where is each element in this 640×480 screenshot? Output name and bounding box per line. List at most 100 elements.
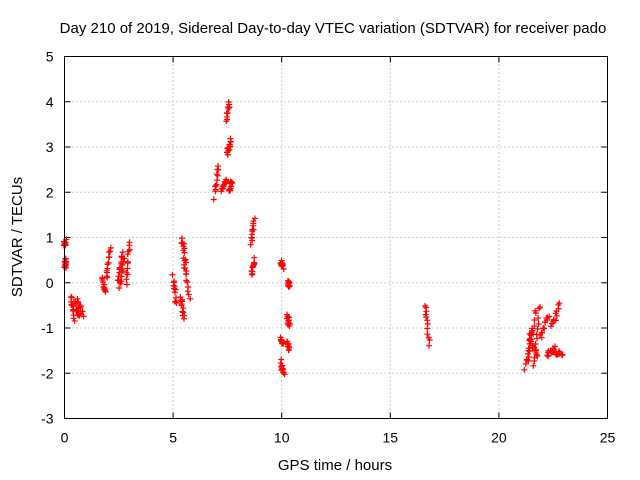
data-point [251,215,258,222]
data-point [525,353,532,360]
data-point [530,362,537,369]
data-point [104,261,111,268]
data-point [184,279,191,286]
data-point [121,255,128,262]
data-point [279,366,286,373]
data-point [102,288,109,295]
x-tick-label: 20 [491,430,507,446]
data-point [552,317,559,324]
data-point [424,331,431,338]
data-point [226,146,233,153]
data-point [226,186,233,193]
data-point [183,271,190,278]
y-tick-label: -1 [41,320,54,336]
chart-title: Day 210 of 2019, Sidereal Day-to-day VTE… [60,20,607,37]
data-point [80,313,87,320]
data-point [116,284,123,291]
data-point [118,266,125,273]
data-point [225,99,232,106]
data-point [68,302,75,309]
data-point [559,351,566,358]
data-point [123,269,130,276]
data-point [279,262,286,269]
data-point [118,273,125,280]
data-point [119,249,126,256]
data-point [532,347,539,354]
data-point [223,176,230,183]
data-point [248,231,255,238]
data-point [106,254,113,261]
data-point [526,337,533,344]
y-tick-label: -2 [41,365,54,381]
data-point [183,277,190,284]
data-point [125,248,132,255]
data-point [537,304,544,311]
data-point [285,347,292,354]
data-point [423,314,430,321]
data-point [278,261,285,268]
data-point [181,249,188,256]
data-point [123,281,130,288]
data-point [527,338,534,345]
y-axis-label: SDTVAR / TECUs [9,177,26,297]
data-point [184,288,191,295]
data-point [531,317,538,324]
data-point [123,276,130,283]
data-point [214,172,221,179]
data-point [544,352,551,359]
y-tick-label: 0 [46,275,54,291]
y-tick-label: 4 [46,94,54,110]
data-point [286,321,293,328]
data-point [280,340,287,347]
data-point [172,298,179,305]
data-point [426,336,433,343]
data-point [533,351,540,358]
data-point [248,267,255,274]
y-tick-label: 2 [46,184,54,200]
data-point [426,342,433,349]
data-point [521,366,528,373]
data-point [173,299,180,306]
data-point [285,320,292,327]
data-point [423,308,430,315]
data-point [183,259,190,266]
data-point [70,315,77,322]
data-point [171,289,178,296]
data-point [247,241,254,248]
data-point [546,313,553,320]
data-point [280,266,287,273]
data-point [281,371,288,378]
x-tick-label: 25 [600,430,616,446]
data-point [107,248,114,255]
data-point [526,348,533,355]
data-point [534,353,541,360]
data-point [285,283,292,290]
data-point [169,271,176,278]
data-point [227,135,234,142]
data-point [79,308,86,315]
data-point [532,307,539,314]
data-point [424,325,431,332]
data-point [210,196,217,203]
data-point [105,259,112,266]
data-point [74,298,81,305]
y-tick-label: 1 [46,230,54,246]
data-point [536,305,543,312]
data-point [185,291,192,298]
x-tick-label: 5 [169,430,177,446]
data-points [60,99,566,378]
data-point [547,323,554,330]
data-point [539,329,546,336]
data-point [213,171,220,178]
data-point [107,244,114,251]
grid-lines [64,56,608,419]
data-point [126,239,133,246]
data-point [187,295,194,302]
data-point [77,304,84,311]
data-point [249,237,256,244]
data-point [215,163,222,170]
y-tick-label: 3 [46,139,54,155]
data-point [535,320,542,327]
data-point [229,180,236,187]
